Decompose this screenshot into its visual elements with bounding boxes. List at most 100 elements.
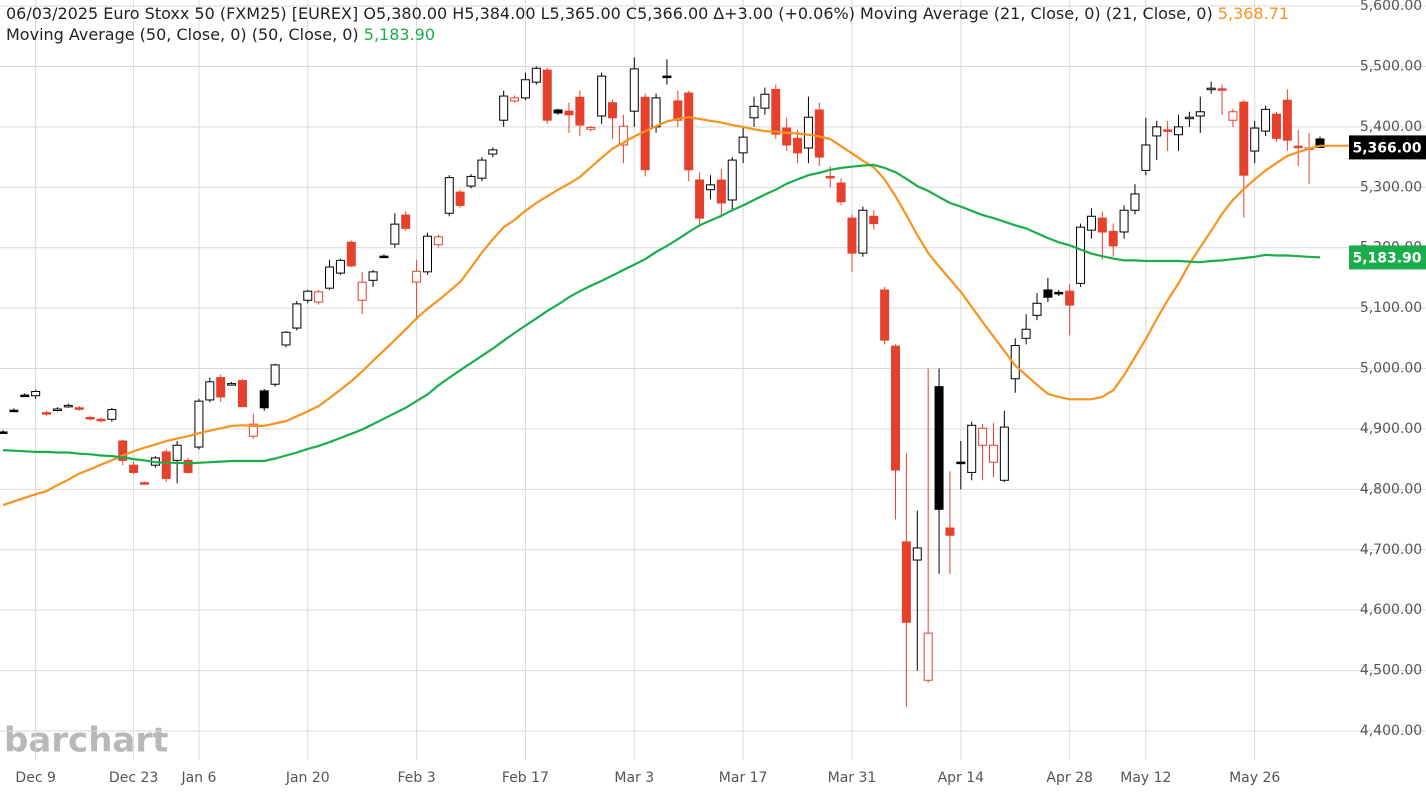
- candle-body: [597, 75, 607, 117]
- price-tag-label: 5,366.00: [1352, 140, 1421, 156]
- candle-body: [325, 266, 335, 289]
- candle-body: [42, 412, 52, 415]
- candle-body: [803, 116, 813, 149]
- candle-body: [161, 451, 171, 479]
- candle-body: [9, 409, 19, 413]
- price-tag: [1349, 245, 1426, 270]
- legend-header: 06/03/2025 Euro Stoxx 50 (FXM25) [EUREX]…: [6, 3, 1289, 45]
- candle-body: [1054, 291, 1064, 295]
- x-tick-label: Apr 28: [1046, 770, 1092, 786]
- candle-body: [1152, 126, 1162, 137]
- x-tick-label: Feb 3: [398, 770, 436, 786]
- y-tick-label: 5,600.00: [1360, 0, 1422, 14]
- candle-body: [836, 182, 846, 203]
- candle-body: [466, 175, 476, 187]
- y-tick-label: 4,800.00: [1360, 481, 1422, 497]
- candle-body: [520, 79, 530, 99]
- candle-body: [912, 547, 922, 561]
- candle-body: [1021, 328, 1031, 339]
- x-tick-label: Dec 9: [15, 770, 55, 786]
- candle-body: [531, 67, 541, 83]
- candle-body: [1206, 87, 1216, 91]
- candle-body: [618, 125, 628, 146]
- candle-body: [1065, 290, 1075, 306]
- candle-body: [1032, 302, 1042, 316]
- candle-body: [705, 184, 715, 191]
- candle-body: [444, 177, 454, 214]
- candle-body: [978, 427, 988, 446]
- candle-body: [858, 209, 868, 254]
- candle-body: [510, 97, 520, 102]
- candle-body: [1108, 230, 1118, 247]
- candle-body: [270, 364, 280, 385]
- candle-body: [63, 404, 73, 408]
- candle-body: [716, 179, 726, 204]
- candle-body: [1184, 116, 1194, 120]
- candle-body: [20, 394, 30, 398]
- candle-body: [194, 400, 204, 448]
- candle-body: [727, 159, 737, 201]
- y-tick-label: 5,500.00: [1360, 58, 1422, 74]
- candle-body: [738, 136, 748, 154]
- watermark: barchart: [4, 721, 168, 761]
- candle-body: [477, 159, 487, 179]
- candle-body: [379, 255, 389, 259]
- candle-body: [31, 390, 41, 397]
- candle-body: [999, 426, 1009, 481]
- candle-body: [52, 408, 62, 411]
- x-tick-label: Apr 14: [938, 770, 985, 786]
- grid: [0, 0, 1426, 760]
- legend-entry: Moving Average (21, Close, 0) (21, Close…: [860, 4, 1213, 23]
- candle-body: [1163, 129, 1173, 132]
- candle-body: [967, 424, 977, 473]
- candle-body: [335, 259, 345, 274]
- chart-title: 06/03/2025 Euro Stoxx 50 (FXM25) [EUREX]: [6, 4, 359, 23]
- candle-body: [205, 381, 215, 401]
- candle-body: [956, 461, 966, 465]
- candle-body: [814, 109, 824, 158]
- candle-body: [662, 75, 672, 79]
- candle-body: [412, 270, 422, 283]
- y-tick-label: 4,700.00: [1360, 542, 1422, 558]
- y-tick-label: 4,900.00: [1360, 421, 1422, 437]
- candle-body: [923, 632, 933, 681]
- candle-body: [1119, 209, 1129, 233]
- candle-body: [1228, 111, 1238, 121]
- candle-body: [237, 380, 247, 408]
- candle-body: [139, 482, 149, 485]
- legend-line: Moving Average (50, Close, 0) (50, Close…: [6, 24, 1289, 45]
- candle-body: [1086, 215, 1096, 231]
- candle-body: [74, 407, 84, 410]
- candle-body: [575, 96, 585, 126]
- candle-body: [901, 541, 911, 623]
- candle-body: [988, 444, 998, 463]
- candle-body: [422, 235, 432, 273]
- candle-body: [586, 126, 596, 130]
- candle-body: [1271, 113, 1281, 139]
- y-tick-label: 5,400.00: [1360, 119, 1422, 135]
- candle-body: [368, 271, 378, 281]
- candle-body: [390, 223, 400, 245]
- x-tick-label: Mar 3: [614, 770, 654, 786]
- candle-body: [248, 423, 258, 437]
- candle-body: [749, 105, 759, 119]
- candle-body: [695, 179, 705, 219]
- candles: [0, 57, 1325, 707]
- candle-body: [1010, 345, 1020, 380]
- candle-body: [1141, 144, 1151, 171]
- candle-body: [1239, 101, 1249, 176]
- x-tick-label: Mar 31: [828, 770, 877, 786]
- y-tick-label: 4,400.00: [1360, 723, 1422, 739]
- candle-body: [880, 289, 890, 341]
- candle-body: [891, 345, 901, 471]
- candle-body: [183, 459, 193, 473]
- legend-value: 5,368.71: [1217, 4, 1290, 23]
- candle-body: [107, 409, 117, 420]
- candle-body: [1195, 111, 1205, 117]
- candle-body: [1250, 127, 1260, 152]
- candle-body: [259, 390, 269, 409]
- candle-body: [357, 281, 367, 301]
- legend-value: 5,183.90: [363, 25, 436, 44]
